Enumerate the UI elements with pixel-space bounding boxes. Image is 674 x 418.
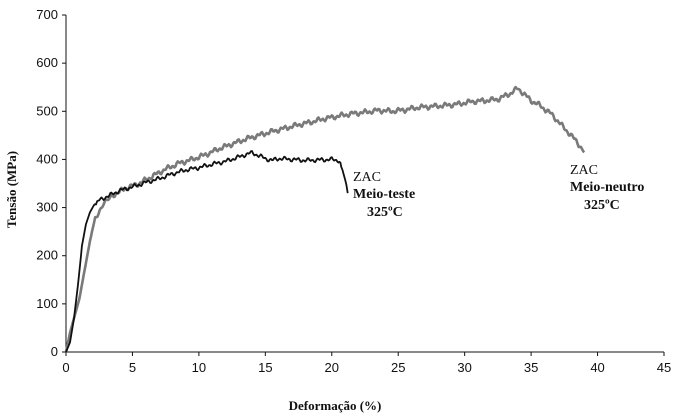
x-tick-label: 5 xyxy=(129,360,136,375)
y-tick-label: 700 xyxy=(36,7,58,22)
x-tick-label: 20 xyxy=(325,360,339,375)
series-layer xyxy=(64,85,586,353)
annotation-line: ZAC xyxy=(353,170,381,185)
x-tick-label: 30 xyxy=(457,360,471,375)
x-axis-ticks: 0 5 10 15 20 25 30 35 40 45 xyxy=(62,352,671,375)
annotation-line: 325ºC xyxy=(584,198,620,213)
y-axis-label: Tensão (MPa) xyxy=(4,151,19,228)
x-axis-label: Deformação (%) xyxy=(289,398,382,413)
series-line-meio-neutro xyxy=(64,85,586,353)
annotation-line: Meio-neutro xyxy=(570,180,644,195)
annotation-line: ZAC xyxy=(570,163,598,178)
y-tick-label: 200 xyxy=(36,248,58,263)
axes xyxy=(65,15,664,353)
y-tick-label: 300 xyxy=(36,200,58,215)
x-tick-label: 40 xyxy=(590,360,604,375)
y-tick-label: 500 xyxy=(36,103,58,118)
y-axis-ticks: 0 100 200 300 400 500 600 700 xyxy=(36,7,66,359)
x-tick-label: 35 xyxy=(524,360,538,375)
x-tick-label: 10 xyxy=(192,360,206,375)
x-tick-label: 0 xyxy=(62,360,69,375)
annotation-meio-teste: ZAC Meio-teste 325ºC xyxy=(353,170,415,220)
y-tick-label: 400 xyxy=(36,151,58,166)
x-tick-label: 15 xyxy=(258,360,272,375)
x-tick-label: 45 xyxy=(657,360,671,375)
series-line-meio-teste xyxy=(65,150,349,353)
annotation-line: 325ºC xyxy=(367,205,403,220)
x-tick-label: 25 xyxy=(391,360,405,375)
annotation-line: Meio-teste xyxy=(353,187,415,202)
y-tick-label: 600 xyxy=(36,55,58,70)
y-tick-label: 0 xyxy=(51,344,58,359)
y-tick-label: 100 xyxy=(36,296,58,311)
annotation-meio-neutro: ZAC Meio-neutro 325ºC xyxy=(570,163,644,213)
